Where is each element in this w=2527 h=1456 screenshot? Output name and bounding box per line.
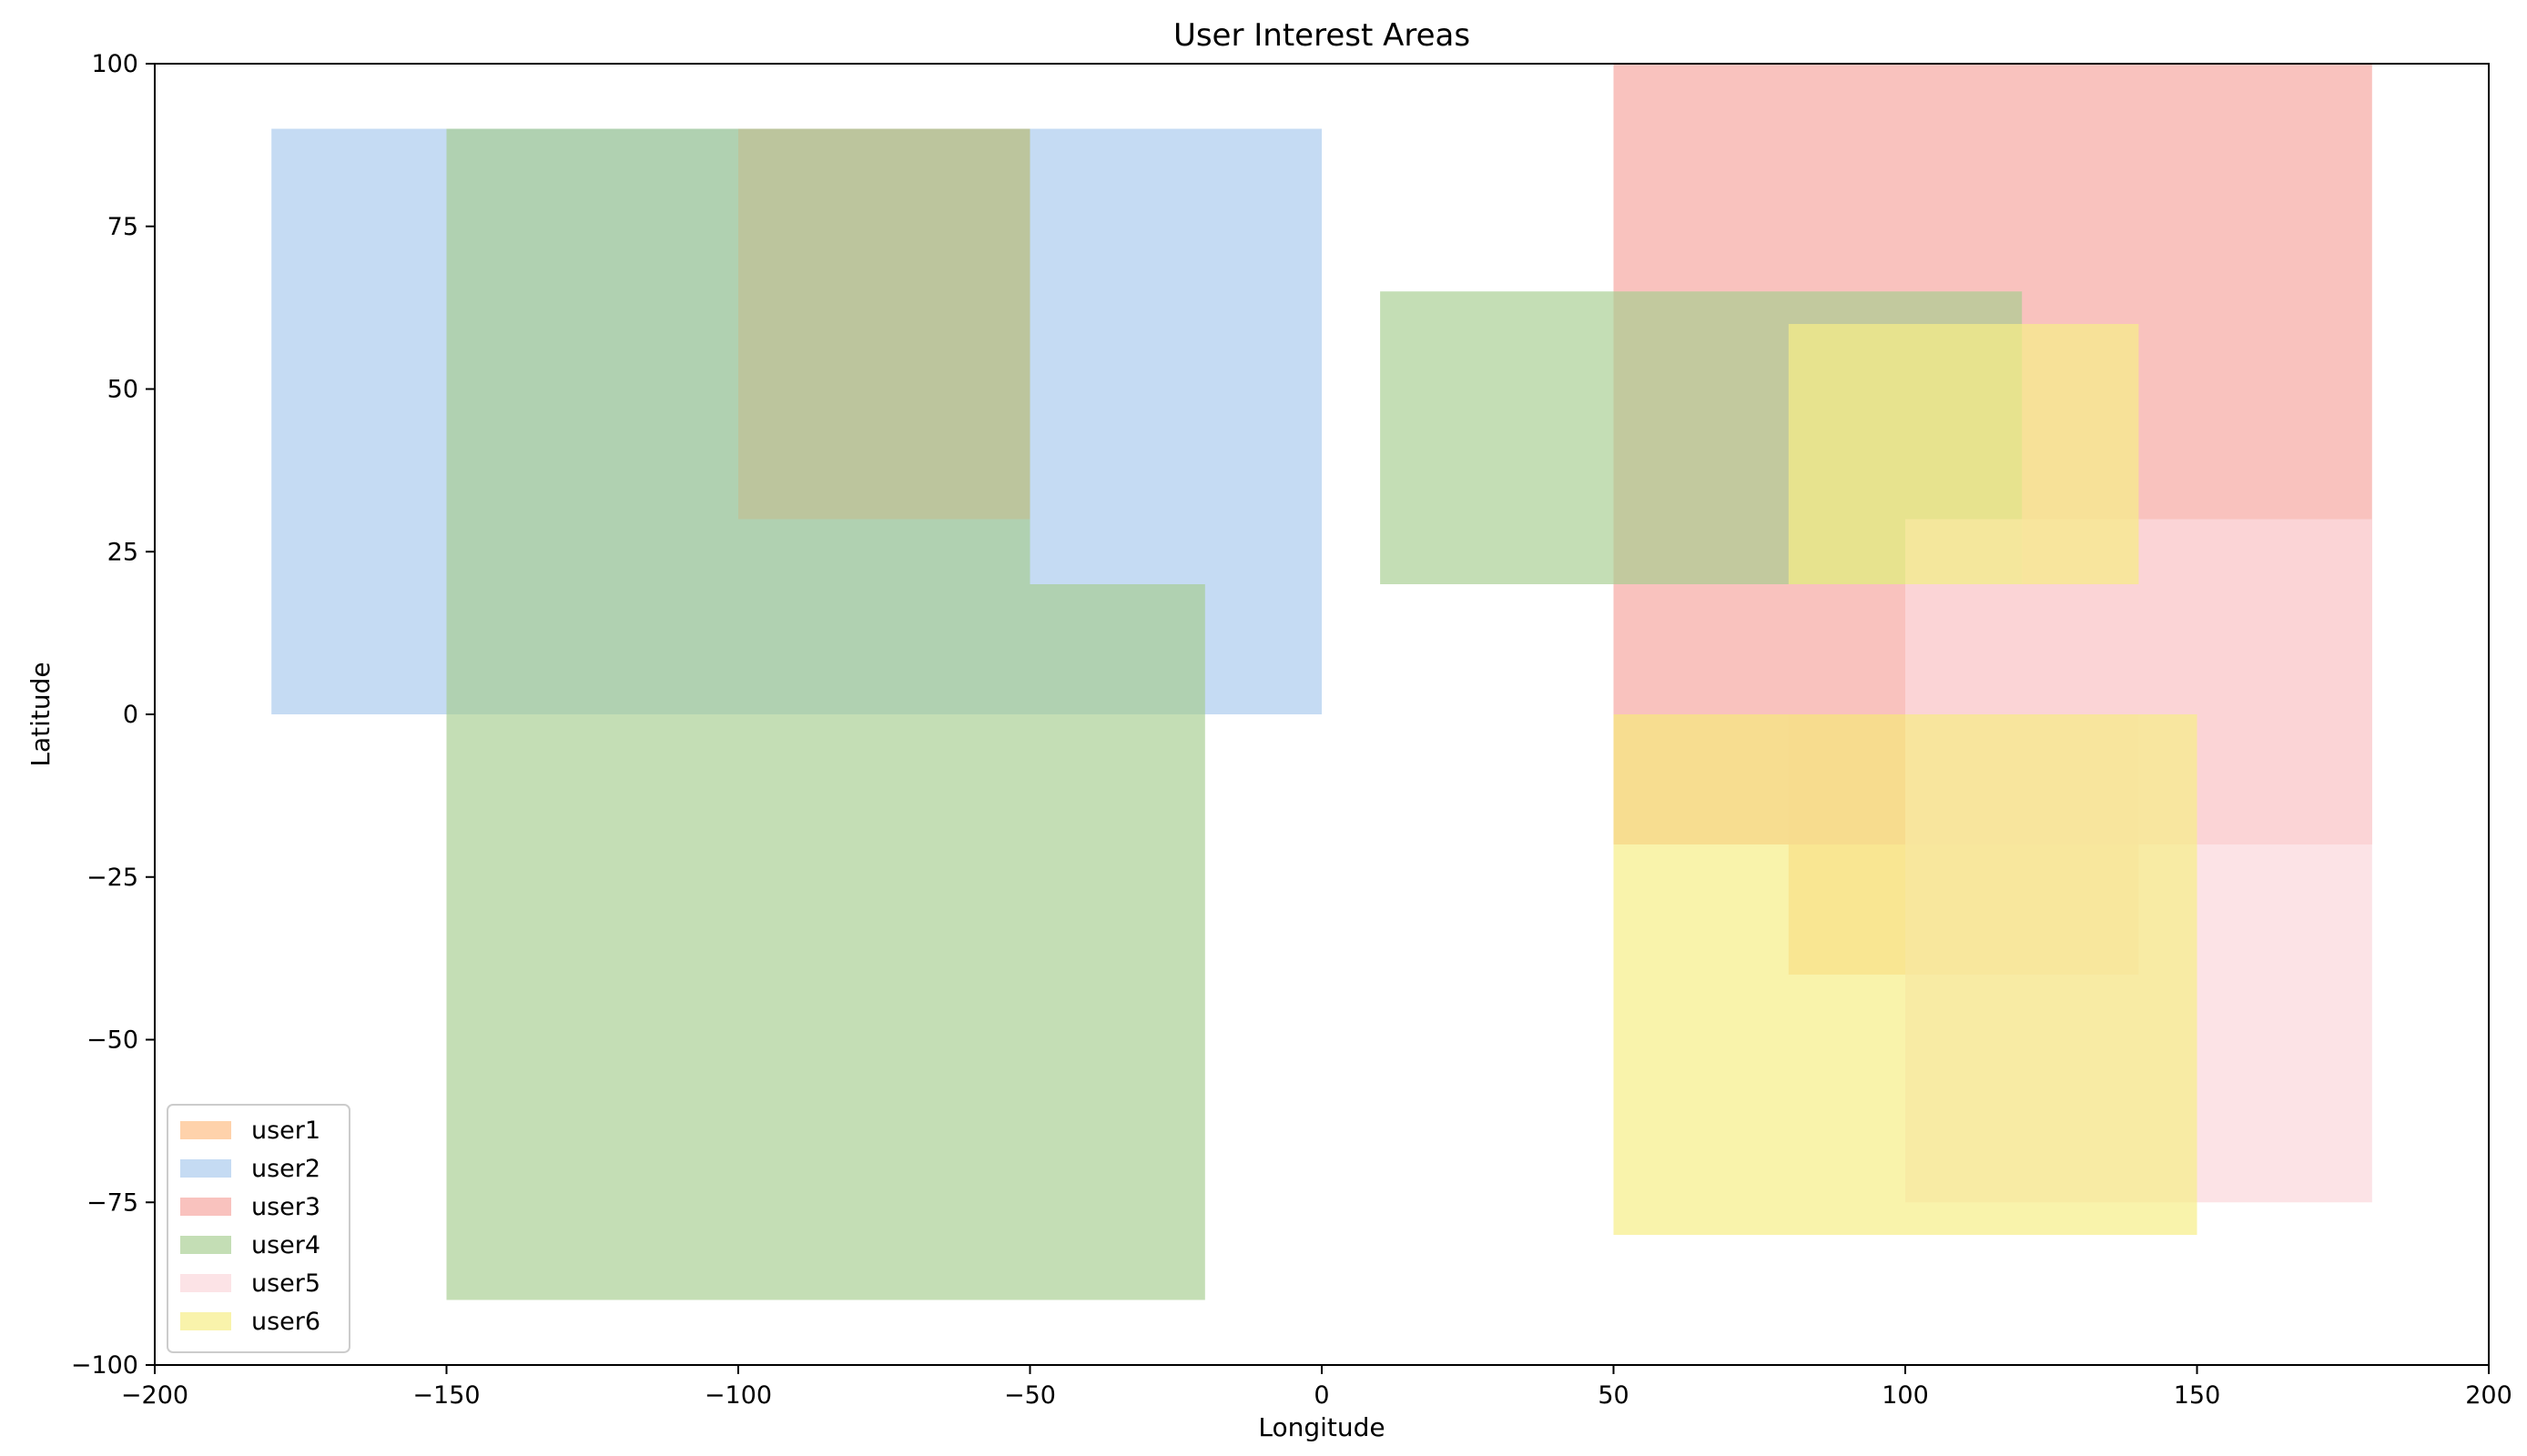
legend-label-user4: user4 bbox=[251, 1231, 320, 1259]
y-tick-label: −100 bbox=[71, 1351, 138, 1380]
x-axis-label: Longitude bbox=[1258, 1412, 1385, 1442]
x-tick-label: 100 bbox=[1882, 1381, 1929, 1410]
y-tick-label: −25 bbox=[86, 864, 138, 892]
x-tick-label: 50 bbox=[1598, 1381, 1629, 1410]
legend-swatch-user4 bbox=[180, 1236, 231, 1254]
y-tick-label: 25 bbox=[107, 538, 138, 566]
area-user4-rect-3 bbox=[446, 128, 1030, 584]
x-tick-label: −50 bbox=[1004, 1381, 1056, 1410]
x-axis-ticks: −200 −150 −100 −50 0 50 100 150 200 bbox=[121, 1365, 2512, 1410]
chart-title: User Interest Areas bbox=[1173, 17, 1470, 54]
legend-swatch-user1 bbox=[180, 1121, 231, 1139]
legend-label-user1: user1 bbox=[251, 1117, 320, 1145]
x-tick-label: −150 bbox=[412, 1381, 480, 1410]
area-rectangles bbox=[271, 64, 2372, 1300]
legend-label-user5: user5 bbox=[251, 1269, 320, 1298]
legend-swatch-user5 bbox=[180, 1274, 231, 1292]
legend-swatch-user2 bbox=[180, 1159, 231, 1178]
legend-label-user2: user2 bbox=[251, 1155, 320, 1183]
x-tick-label: −100 bbox=[705, 1381, 772, 1410]
y-tick-label: 50 bbox=[107, 376, 138, 404]
y-axis-label: Latitude bbox=[25, 662, 56, 766]
area-user4-rect-1 bbox=[446, 584, 1205, 1300]
x-tick-label: 0 bbox=[1314, 1381, 1329, 1410]
x-tick-label: 200 bbox=[2465, 1381, 2512, 1410]
y-tick-label: 75 bbox=[107, 213, 138, 241]
legend-swatch-user3 bbox=[180, 1198, 231, 1216]
area-user6-rect-2 bbox=[1788, 324, 2139, 584]
y-tick-label: 0 bbox=[123, 701, 138, 729]
legend-swatch-user6 bbox=[180, 1312, 231, 1330]
legend-label-user3: user3 bbox=[251, 1193, 320, 1221]
y-tick-label: 100 bbox=[91, 50, 138, 78]
y-tick-label: −75 bbox=[86, 1188, 138, 1217]
legend: user1 user2 user3 user4 user5 user6 bbox=[167, 1104, 350, 1353]
y-axis-ticks: −100 −75 −50 −25 0 25 50 75 100 bbox=[71, 50, 155, 1380]
legend-label-user6: user6 bbox=[251, 1308, 320, 1336]
y-tick-label: −50 bbox=[86, 1026, 138, 1055]
x-tick-label: 150 bbox=[2174, 1381, 2221, 1410]
area-user6-rect-1 bbox=[1613, 714, 2197, 1235]
x-tick-label: −200 bbox=[121, 1381, 188, 1410]
